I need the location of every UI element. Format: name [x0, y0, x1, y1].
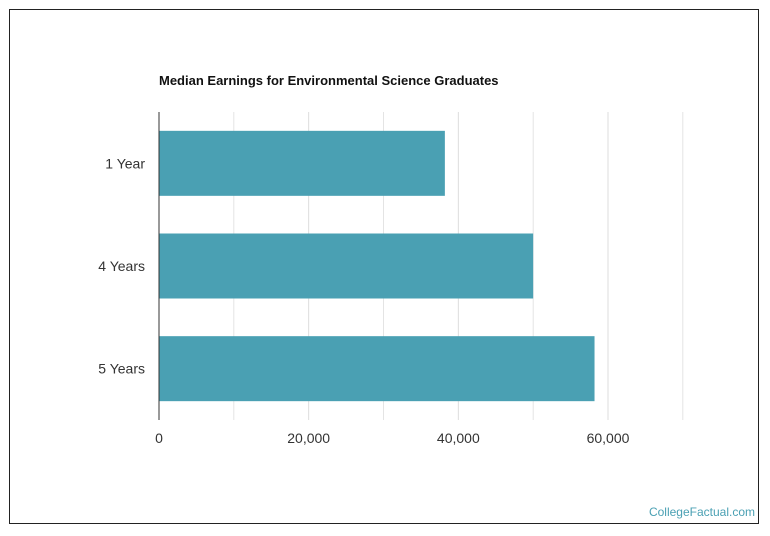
x-tick-label: 0 [155, 430, 163, 446]
y-tick-label: 5 Years [98, 361, 145, 377]
y-tick-labels: 1 Year 4 Years 5 Years [98, 155, 145, 376]
y-tick-label: 1 Year [105, 155, 145, 171]
bar-5-years [159, 336, 595, 402]
chart-title: Median Earnings for Environmental Scienc… [159, 73, 499, 88]
bars [159, 130, 595, 402]
source-credit: CollegeFactual.com [648, 505, 755, 519]
x-tick-labels: 0 20,000 40,000 60,000 [155, 430, 630, 446]
x-tick-label: 20,000 [287, 430, 330, 446]
bar-1-year [159, 130, 445, 196]
x-tick-label: 40,000 [437, 430, 480, 446]
x-tick-label: 60,000 [587, 430, 630, 446]
bar-4-years [159, 233, 534, 299]
y-tick-label: 4 Years [98, 258, 145, 274]
